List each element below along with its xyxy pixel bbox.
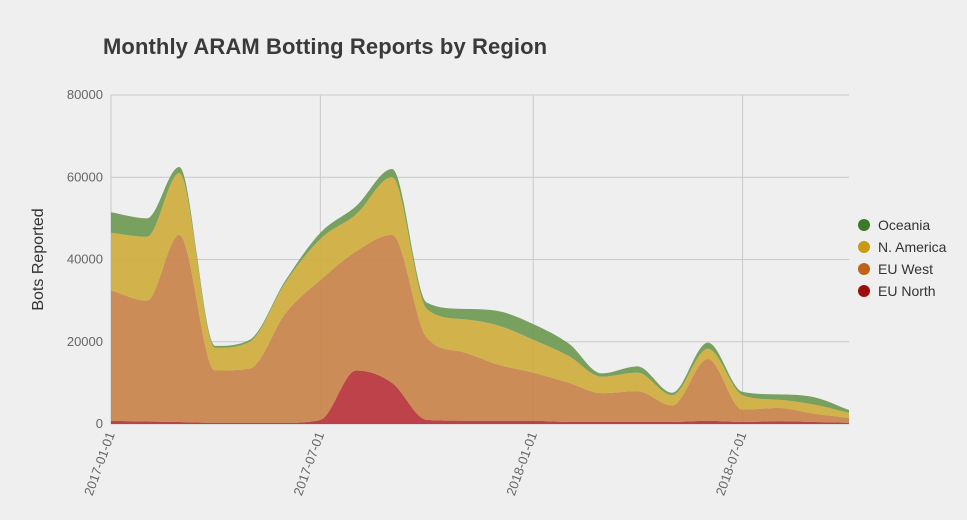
chart-title: Monthly ARAM Botting Reports by Region <box>103 34 548 59</box>
x-tick-label: 2017-01-01 <box>81 430 118 498</box>
y-tick-label: 0 <box>96 416 103 431</box>
legend-label: Oceania <box>878 217 930 233</box>
legend-marker <box>858 241 870 253</box>
area-n-america <box>111 173 849 418</box>
y-tick-labels: 0 20000 40000 60000 80000 <box>67 87 103 431</box>
x-tick-labels: 2017-01-01 2017-07-01 2018-01-01 2018-07-01 <box>81 430 749 498</box>
legend-item-oceania[interactable]: Oceania <box>858 217 930 233</box>
legend-item-eu-north[interactable]: EU North <box>858 283 936 299</box>
legend-item-n-america[interactable]: N. America <box>858 239 947 255</box>
y-tick-label: 80000 <box>67 87 103 102</box>
area-eu-west <box>111 234 849 423</box>
x-tick-label: 2017-07-01 <box>290 430 327 498</box>
y-tick-label: 40000 <box>67 252 103 267</box>
legend: Oceania N. America EU West EU North <box>858 217 947 299</box>
x-tick-label: 2018-07-01 <box>713 430 750 498</box>
y-tick-label: 60000 <box>67 169 103 184</box>
y-axis-label: Bots Reported <box>30 208 47 310</box>
legend-marker <box>858 219 870 231</box>
y-tick-label: 20000 <box>67 334 103 349</box>
legend-label: EU North <box>878 283 936 299</box>
x-tick-label: 2018-01-01 <box>503 430 540 498</box>
legend-label: N. America <box>878 239 947 255</box>
series-areas <box>111 166 849 424</box>
legend-label: EU West <box>878 261 933 277</box>
legend-marker <box>858 285 870 297</box>
legend-marker <box>858 263 870 275</box>
legend-item-eu-west[interactable]: EU West <box>858 261 933 277</box>
